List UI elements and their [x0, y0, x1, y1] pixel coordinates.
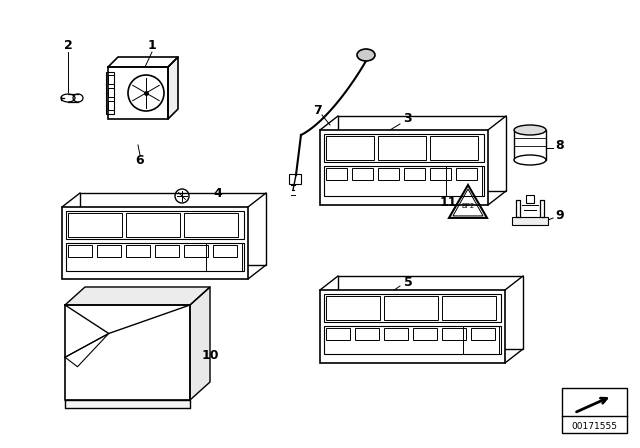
Ellipse shape [514, 125, 546, 135]
Bar [326, 136, 374, 160]
Bar [384, 296, 438, 320]
Bar [404, 168, 425, 180]
Polygon shape [168, 57, 178, 119]
Bar [378, 168, 399, 180]
Bar [512, 217, 548, 225]
Bar [562, 388, 627, 433]
Bar [324, 294, 501, 322]
Polygon shape [65, 305, 190, 400]
Bar [320, 130, 488, 205]
Bar [324, 326, 501, 354]
Bar [471, 328, 495, 340]
Bar [126, 245, 150, 257]
Bar [355, 328, 379, 340]
Bar [155, 245, 179, 257]
Bar [338, 276, 523, 349]
Text: BP2: BP2 [461, 203, 475, 209]
Bar [324, 166, 484, 196]
Ellipse shape [357, 49, 375, 61]
Bar [108, 88, 114, 97]
Text: 1: 1 [148, 39, 156, 52]
Text: 4: 4 [214, 186, 222, 199]
Bar [108, 75, 114, 84]
Bar [80, 193, 266, 265]
Bar [206, 243, 242, 271]
Bar [213, 245, 237, 257]
Polygon shape [190, 287, 210, 400]
Polygon shape [108, 57, 178, 67]
Bar [326, 168, 347, 180]
Text: 8: 8 [556, 138, 564, 151]
Bar [338, 116, 506, 191]
Text: 6: 6 [136, 154, 144, 167]
Bar [326, 296, 380, 320]
Bar [463, 326, 499, 354]
Bar [108, 67, 168, 119]
Text: 2: 2 [63, 39, 72, 52]
Text: 7: 7 [314, 103, 323, 116]
Bar [108, 101, 114, 110]
Bar [413, 328, 437, 340]
Text: 3: 3 [404, 112, 412, 125]
Bar [352, 168, 373, 180]
Bar [430, 168, 451, 180]
Ellipse shape [514, 155, 546, 165]
Bar [320, 290, 505, 363]
Bar [384, 328, 408, 340]
Bar [442, 296, 496, 320]
Bar [326, 328, 350, 340]
Bar [378, 136, 426, 160]
Text: 10: 10 [201, 349, 219, 362]
Bar [126, 213, 180, 237]
Bar [456, 168, 477, 180]
Bar [97, 245, 121, 257]
Bar [430, 136, 478, 160]
Text: 11: 11 [439, 195, 457, 208]
Bar [446, 166, 482, 196]
Bar [526, 195, 534, 203]
Bar [289, 174, 301, 184]
Bar [62, 207, 248, 279]
Bar [442, 328, 466, 340]
Polygon shape [65, 400, 190, 408]
Text: 00171555: 00171555 [571, 422, 617, 431]
Bar [66, 211, 244, 239]
Bar [66, 243, 244, 271]
Bar [184, 213, 238, 237]
Bar [324, 134, 484, 162]
Bar [68, 245, 92, 257]
Text: 9: 9 [556, 208, 564, 221]
Bar [68, 213, 122, 237]
Polygon shape [65, 287, 210, 305]
Bar [106, 72, 114, 114]
Bar [184, 245, 208, 257]
Bar [514, 130, 546, 160]
Text: 5: 5 [404, 276, 412, 289]
